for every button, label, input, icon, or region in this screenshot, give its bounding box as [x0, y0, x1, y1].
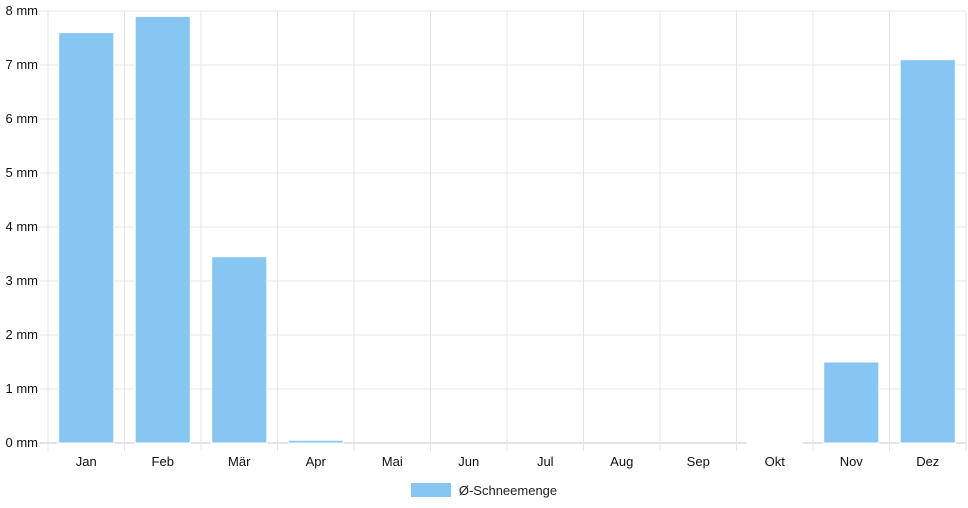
y-tick-label: 2 mm: [6, 327, 39, 342]
grid: [40, 10, 967, 451]
bar-mär[interactable]: [211, 256, 268, 444]
y-tick-label: 5 mm: [6, 165, 39, 180]
bars: [58, 15, 956, 444]
x-tick-label: Okt: [765, 454, 786, 469]
y-tick-label: 6 mm: [6, 111, 39, 126]
x-tick-label: Jan: [76, 454, 97, 469]
x-tick-label: Jul: [537, 454, 554, 469]
y-axis-ticks: 0 mm 1 mm 2 mm 3 mm 4 mm 5 mm 6 mm 7 mm 8 mm: [6, 3, 39, 450]
x-axis-ticks: Jan Feb Mär Apr Mai Jun Jul Aug Sep Okt Nov Dez: [76, 454, 940, 469]
x-tick-label: Nov: [840, 454, 864, 469]
bar-jan[interactable]: [58, 32, 115, 444]
bar-dez[interactable]: [899, 59, 956, 444]
legend-swatch: [410, 483, 451, 497]
x-tick-label: Feb: [152, 454, 174, 469]
bar-nov[interactable]: [823, 361, 880, 444]
x-tick-label: Jun: [458, 454, 479, 469]
x-tick-label: Dez: [916, 454, 939, 469]
legend[interactable]: Ø-Schneemenge: [0, 480, 968, 500]
y-tick-label: 7 mm: [6, 57, 39, 72]
y-tick-label: 3 mm: [6, 273, 39, 288]
x-tick-label: Apr: [306, 454, 327, 469]
x-tick-label: Aug: [610, 454, 633, 469]
x-tick-label: Mär: [228, 454, 251, 469]
y-tick-label: 8 mm: [6, 3, 39, 18]
bar-okt[interactable]: [746, 441, 803, 444]
x-tick-label: Sep: [687, 454, 710, 469]
legend-label: Ø-Schneemenge: [458, 482, 558, 498]
y-tick-label: 0 mm: [6, 435, 39, 450]
x-tick-label: Mai: [382, 454, 403, 469]
y-tick-label: 1 mm: [6, 381, 39, 396]
y-tick-label: 4 mm: [6, 219, 39, 234]
bar-apr[interactable]: [287, 439, 344, 444]
bar-feb[interactable]: [134, 15, 191, 444]
